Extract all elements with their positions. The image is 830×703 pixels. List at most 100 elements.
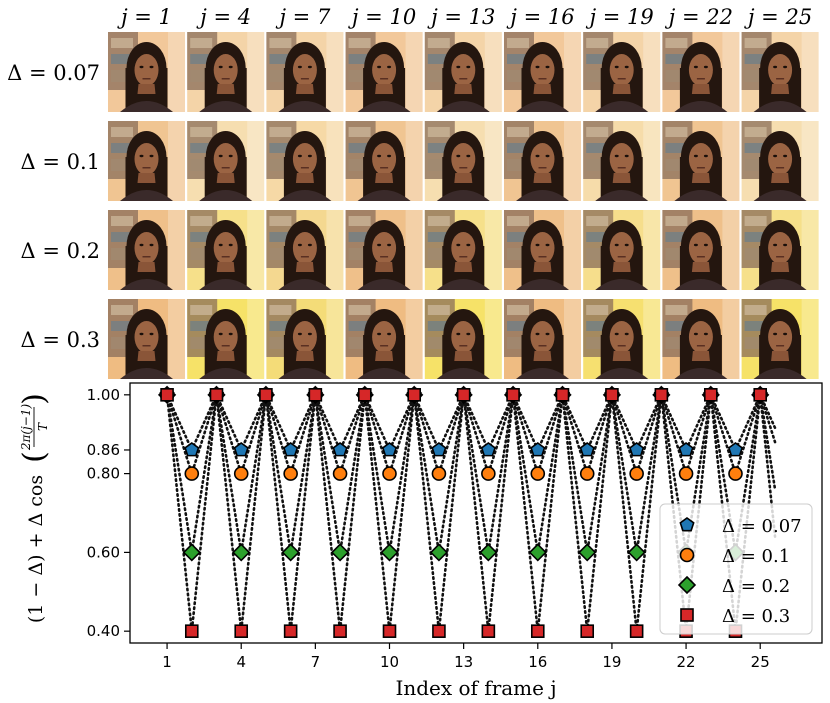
x-tick-label: 22 <box>677 653 696 671</box>
frame-face <box>372 143 397 175</box>
frame-eye <box>693 154 698 158</box>
video-frame-thumbnail <box>345 121 423 201</box>
data-point <box>281 543 300 562</box>
frame-neck <box>612 173 631 183</box>
frame-face <box>609 143 634 175</box>
frame-mouth <box>776 78 785 80</box>
video-frame-thumbnail <box>583 299 661 379</box>
data-point <box>332 441 348 457</box>
frame-shelf-row <box>269 127 292 137</box>
x-tick-label: 16 <box>528 653 547 671</box>
frame-wall <box>722 121 740 201</box>
frame-shoulders <box>516 279 569 290</box>
frame-eye <box>139 243 144 247</box>
frame-shoulders <box>436 368 490 379</box>
frame-eye <box>624 154 629 158</box>
y-axis-label-main: (1 − Δ) + Δ cos <box>25 475 47 623</box>
frame-shelf-row <box>111 305 133 315</box>
frame-shelf-row <box>190 305 213 315</box>
frame-face <box>292 232 317 264</box>
frame-shoulders <box>357 101 411 112</box>
frame-mouth <box>696 78 705 80</box>
data-point <box>678 441 694 457</box>
frame-wall <box>643 121 661 201</box>
frame-face <box>213 321 238 353</box>
frame-eye <box>456 332 461 336</box>
frame-eye <box>387 332 392 336</box>
frame-face <box>768 143 793 175</box>
frame-eye <box>297 243 302 247</box>
frame-shelf-row <box>665 321 688 331</box>
frame-eye <box>703 65 708 69</box>
video-frame-thumbnail <box>504 32 581 112</box>
video-frame-thumbnail <box>741 299 819 379</box>
video-frame-thumbnail <box>108 121 185 201</box>
frame-eye <box>783 65 788 69</box>
frame-shelf-row <box>665 38 688 48</box>
data-point <box>481 466 496 481</box>
frame-shelf-row <box>665 143 688 153</box>
data-point <box>578 543 597 562</box>
data-point <box>333 624 347 638</box>
data-point <box>330 543 350 562</box>
frame-eye <box>377 65 382 69</box>
frame-mouth <box>696 256 705 258</box>
frame-neck <box>691 351 710 361</box>
frame-wall <box>484 32 502 112</box>
video-frame-thumbnail <box>266 299 344 379</box>
frame-face <box>134 232 159 264</box>
frame-mouth <box>300 256 309 258</box>
frame-shelf-row <box>190 54 213 64</box>
frame-shelf-row <box>348 38 371 48</box>
frame-wall <box>326 32 344 112</box>
frame-face <box>768 232 793 264</box>
frame-neck <box>216 173 235 183</box>
frame-eye <box>466 65 471 69</box>
frame-shelf-row <box>348 143 371 153</box>
video-frame-thumbnail <box>187 299 265 379</box>
frame-mouth <box>380 167 389 169</box>
frame-eye <box>456 243 461 247</box>
frame-shoulders <box>278 190 332 201</box>
video-frame-thumbnail <box>662 210 740 290</box>
frame-shoulders <box>674 101 728 112</box>
frame-mouth <box>459 256 468 258</box>
data-point <box>308 388 323 402</box>
frame-eye <box>456 65 461 69</box>
legend-marker <box>679 517 695 532</box>
frame-wall <box>722 299 740 379</box>
frame-neck <box>216 262 235 272</box>
data-point <box>432 624 446 638</box>
data-point <box>579 466 595 481</box>
frame-wall <box>405 121 423 201</box>
frame-shelf-row <box>586 216 609 226</box>
frame-eye <box>773 332 778 336</box>
frame-eye <box>297 65 302 69</box>
frame-eye <box>307 154 312 158</box>
frame-shelf-row <box>190 38 213 48</box>
frame-eye <box>139 65 144 69</box>
frame-shelf-row <box>190 216 213 226</box>
video-frame-thumbnail <box>424 121 502 201</box>
frame-neck <box>454 262 473 272</box>
frame-mouth <box>221 256 230 258</box>
row-label: Δ = 0.1 <box>20 150 100 174</box>
y-axis-label-paren: ( <box>17 451 52 463</box>
frame-shelf-row <box>269 305 292 315</box>
y-tick-label: 0.40 <box>87 622 120 640</box>
frame-face <box>134 54 159 86</box>
frame-neck <box>533 173 552 183</box>
video-frame-thumbnail <box>504 121 581 201</box>
frame-eye <box>466 154 471 158</box>
frame-wall <box>405 210 423 290</box>
frame-eye <box>535 65 540 69</box>
frame-eye <box>624 332 629 336</box>
frame-mouth <box>380 345 389 347</box>
frame-shelf-row <box>665 216 688 226</box>
frame-neck <box>533 351 552 361</box>
frame-mouth <box>300 78 309 80</box>
legend-box <box>659 503 813 635</box>
frame-face <box>451 232 476 264</box>
data-point <box>232 543 251 562</box>
data-point <box>429 543 449 562</box>
